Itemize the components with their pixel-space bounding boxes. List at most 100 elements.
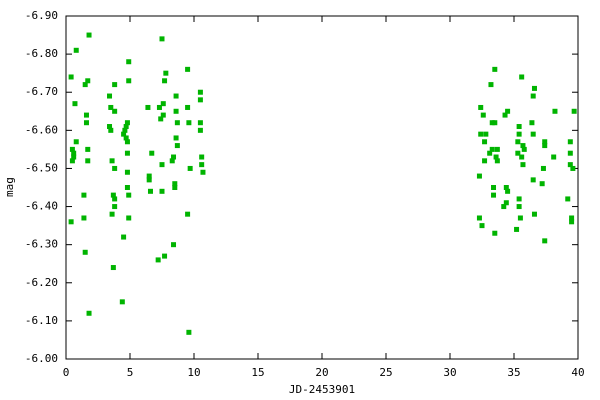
point: [570, 165, 576, 171]
point: [505, 188, 511, 194]
point: [542, 139, 548, 145]
point: [112, 165, 118, 171]
point: [567, 162, 573, 168]
point: [107, 93, 113, 99]
x-tick-label: 0: [63, 366, 70, 379]
point: [503, 185, 509, 190]
point: [503, 200, 509, 206]
point: [494, 146, 500, 152]
point: [492, 230, 498, 236]
point: [197, 127, 203, 133]
point: [112, 82, 118, 88]
point: [199, 162, 205, 168]
point: [516, 131, 522, 137]
point: [478, 104, 484, 110]
point: [145, 104, 151, 110]
point: [159, 162, 165, 168]
point: [85, 158, 91, 164]
point: [478, 131, 484, 137]
point: [501, 204, 507, 210]
point: [476, 215, 482, 221]
point: [502, 112, 508, 118]
point: [71, 154, 77, 160]
point: [515, 150, 521, 156]
x-axis-label: JD-2453901: [289, 383, 355, 396]
point: [149, 150, 155, 156]
x-tick-label: 25: [379, 366, 392, 379]
point: [571, 108, 577, 114]
point: [531, 211, 537, 217]
point: [185, 211, 191, 217]
point: [81, 215, 87, 221]
point: [73, 47, 79, 53]
point: [529, 120, 535, 126]
point: [126, 192, 132, 198]
point: [517, 215, 523, 221]
point: [85, 78, 91, 84]
point: [81, 192, 87, 198]
y-tick-label: -6.40: [25, 200, 58, 213]
point: [126, 59, 132, 65]
point: [124, 120, 130, 126]
point: [112, 204, 118, 210]
point: [197, 97, 203, 103]
point: [68, 74, 74, 80]
point: [540, 165, 546, 171]
point: [488, 82, 494, 88]
point: [146, 177, 152, 183]
y-axis-label: mag: [3, 177, 16, 197]
x-tick-label: 5: [127, 366, 134, 379]
y-tick-label: -6.80: [25, 47, 58, 60]
point: [494, 158, 500, 164]
point: [530, 131, 536, 137]
point: [476, 173, 482, 179]
point: [124, 139, 130, 145]
point: [110, 192, 116, 198]
point: [126, 78, 132, 84]
point: [124, 150, 130, 156]
point: [171, 242, 177, 248]
point: [71, 150, 77, 156]
point: [520, 143, 526, 149]
point: [69, 146, 75, 152]
y-tick-label: -6.20: [25, 276, 58, 289]
y-tick-label: -6.50: [25, 161, 58, 174]
point: [172, 181, 178, 187]
point: [171, 154, 177, 160]
point: [530, 177, 536, 183]
point: [174, 120, 180, 126]
point: [69, 158, 75, 164]
x-tick-label: 40: [571, 366, 584, 379]
point: [146, 173, 152, 179]
point: [83, 120, 89, 126]
point: [72, 101, 78, 107]
point: [516, 124, 522, 130]
point: [186, 120, 192, 126]
point: [482, 139, 488, 145]
point: [492, 120, 498, 126]
point: [172, 185, 178, 190]
point: [487, 150, 493, 156]
y-tick-label: -6.60: [25, 123, 58, 136]
x-tick-label: 10: [187, 366, 200, 379]
point: [108, 127, 114, 133]
point: [567, 139, 573, 145]
y-tick-label: -6.70: [25, 85, 58, 98]
point: [160, 101, 166, 107]
y-tick-label: -6.30: [25, 238, 58, 251]
point: [162, 78, 168, 84]
point: [489, 120, 495, 126]
point: [123, 135, 129, 141]
point: [519, 74, 525, 80]
point: [199, 154, 205, 160]
x-tick-label: 20: [315, 366, 328, 379]
point: [158, 116, 164, 122]
point: [169, 158, 175, 164]
point: [121, 234, 127, 240]
point: [112, 108, 118, 114]
point: [551, 154, 557, 160]
point: [552, 108, 558, 114]
point: [159, 188, 165, 194]
point: [479, 223, 485, 229]
x-tick-label: 30: [443, 366, 456, 379]
